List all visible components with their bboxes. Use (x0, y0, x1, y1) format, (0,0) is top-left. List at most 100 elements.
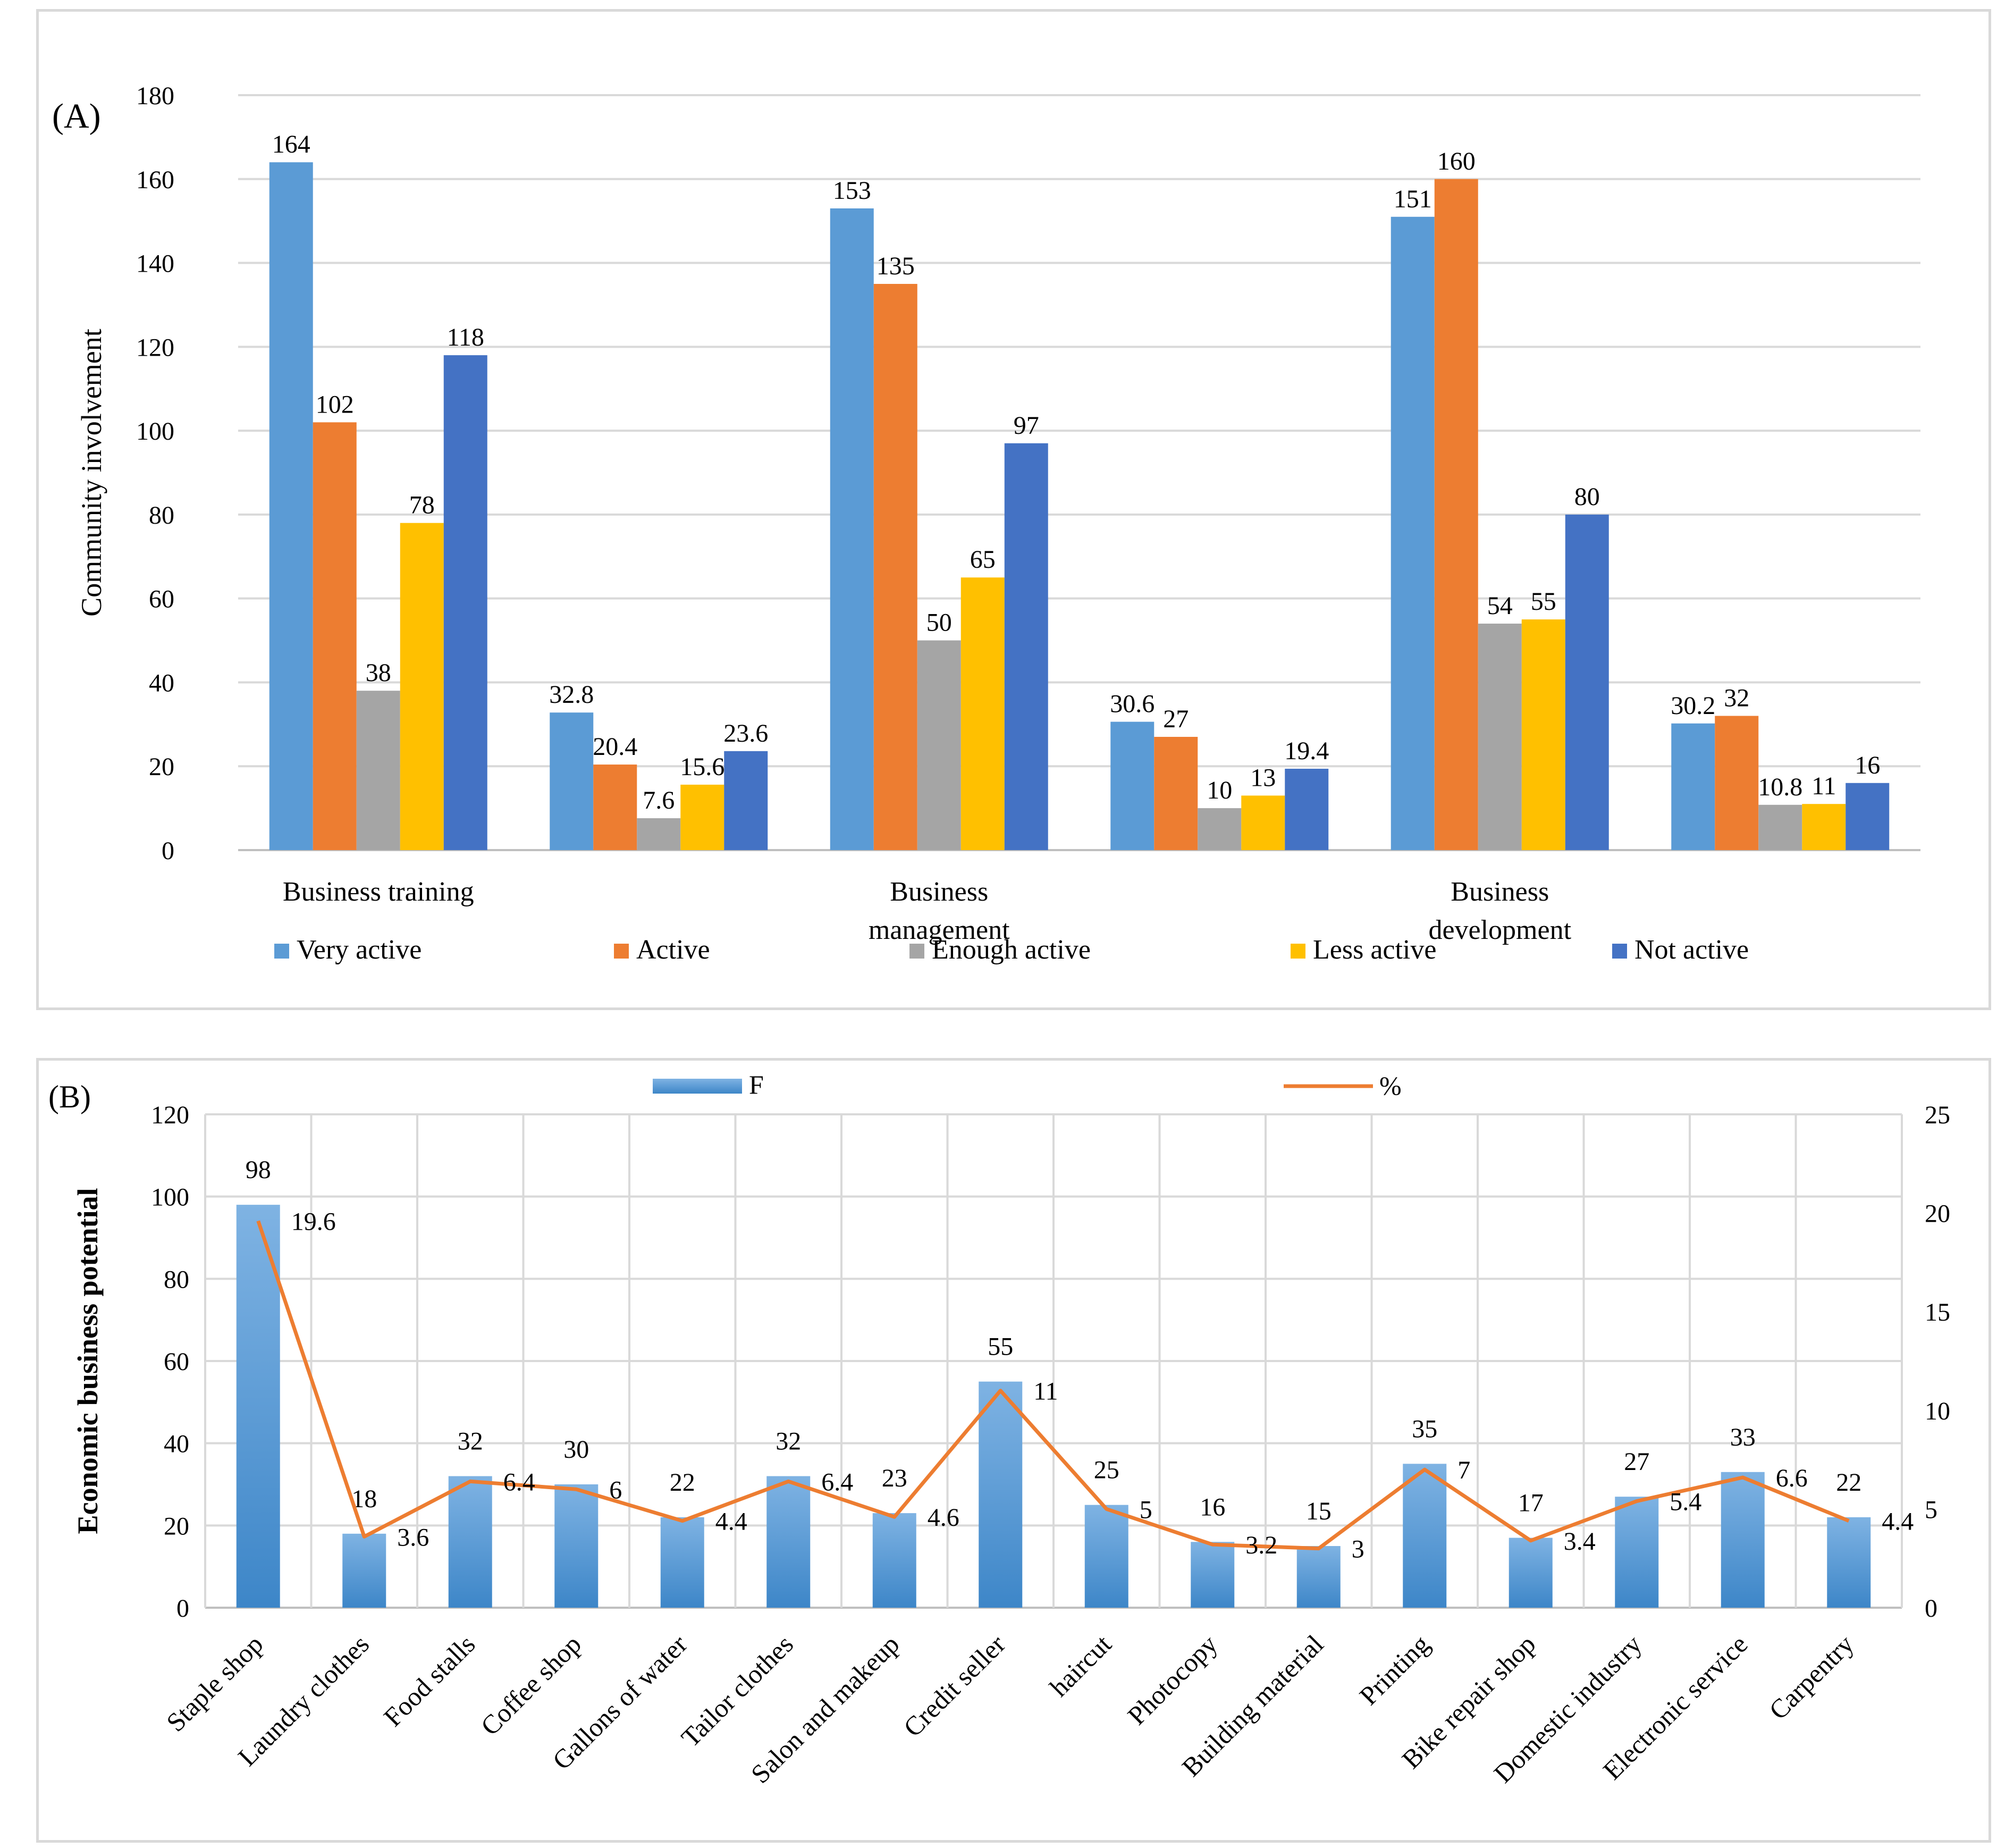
line-data-label: 5.4 (1670, 1488, 1701, 1516)
bar (269, 162, 313, 851)
y2-tick-label: 20 (1925, 1200, 1950, 1228)
line-data-label: 6.4 (821, 1468, 853, 1496)
data-label: 102 (316, 390, 354, 418)
category-label: Business training (283, 877, 474, 907)
data-label: 23.6 (723, 719, 768, 747)
bar (1285, 768, 1329, 850)
data-label: 151 (1394, 185, 1432, 213)
bar-data-label: 17 (1518, 1489, 1544, 1517)
y2-tick-label: 5 (1925, 1496, 1937, 1524)
data-label: 32 (1724, 684, 1749, 712)
bar (448, 1476, 492, 1608)
y2-tick-label: 0 (1925, 1594, 1937, 1623)
data-label: 10 (1207, 776, 1232, 804)
data-label: 54 (1487, 592, 1513, 620)
data-label: 30.6 (1110, 690, 1155, 718)
y-tick-label: 180 (136, 82, 174, 110)
legend-label: Active (636, 935, 710, 965)
line-data-label: 4.4 (1882, 1508, 1914, 1536)
bar (1565, 514, 1609, 850)
chart-a-svg: 0 20 40 60 80 100 120 140 160 180 (A) Community inv… (52, 82, 1920, 965)
bar (1198, 808, 1242, 850)
y-tick-label: 100 (151, 1183, 189, 1212)
line-data-label: 11 (1033, 1377, 1058, 1406)
data-label: 10.8 (1758, 773, 1802, 801)
y-tick-label: 80 (149, 501, 174, 530)
data-label: 153 (833, 177, 871, 205)
line-data-label: 19.6 (291, 1207, 336, 1236)
line-data-label: 6.6 (1776, 1464, 1808, 1492)
data-label: 38 (366, 659, 391, 687)
y-tick-label: 0 (176, 1594, 189, 1623)
y2-tick-label: 15 (1925, 1298, 1950, 1326)
legend-label: % (1379, 1071, 1402, 1101)
bar-data-label: 33 (1730, 1423, 1756, 1451)
chart-panel-b: 0 20 40 60 80 100 120 0 5 10 15 20 25 (B) Economic bus… (36, 1058, 1991, 1843)
category-label: Photocopy (1122, 1629, 1223, 1731)
chart-panel-a: 0 20 40 60 80 100 120 140 160 180 (A) Community inv… (36, 9, 1991, 1010)
bar (1241, 795, 1285, 850)
data-label: 19.4 (1284, 737, 1329, 765)
bar (1827, 1517, 1871, 1608)
bar-data-label: 15 (1306, 1497, 1332, 1525)
legend-swatch (614, 944, 629, 959)
bar-data-label: 23 (882, 1464, 907, 1492)
bar (637, 818, 681, 850)
data-label: 80 (1574, 483, 1600, 511)
line-data-label: 4.4 (715, 1508, 747, 1536)
y-tick-label: 140 (136, 250, 174, 278)
category-label: Coffee shop (475, 1629, 587, 1741)
bar (1391, 216, 1435, 850)
category-label: management (869, 915, 1010, 945)
data-label: 32.8 (549, 681, 594, 709)
bar-data-label: 16 (1200, 1493, 1225, 1521)
data-label: 118 (447, 323, 484, 351)
line-data-label: 5 (1140, 1496, 1152, 1524)
line-data-label: 6.4 (503, 1468, 535, 1496)
line-data-label: 3 (1352, 1535, 1364, 1564)
category-label: Business (1451, 877, 1549, 907)
bar (550, 712, 594, 850)
bar (342, 1533, 386, 1608)
bar-data-label: 25 (1094, 1456, 1119, 1484)
bar (1154, 737, 1198, 850)
legend-label: Less active (1313, 935, 1436, 965)
bar (313, 422, 357, 850)
percent-line (256, 1220, 1850, 1551)
category-label: Business (890, 877, 988, 907)
legend-label: Enough active (932, 935, 1091, 965)
bar (1434, 179, 1478, 850)
bar-data-label: 32 (776, 1427, 801, 1456)
bar (554, 1484, 599, 1608)
bar-data-label: 55 (988, 1333, 1013, 1361)
line-data-label: 3.4 (1564, 1527, 1596, 1556)
y-tick-label: 80 (164, 1265, 189, 1293)
bar (236, 1205, 280, 1608)
line-data-label: 4.6 (928, 1503, 959, 1532)
legend-swatch (653, 1079, 742, 1094)
category-label: Credit seller (898, 1629, 1012, 1743)
bar (1521, 619, 1565, 850)
bar-data-label: 22 (1836, 1468, 1861, 1497)
bar (1296, 1546, 1341, 1608)
bar (1509, 1538, 1553, 1608)
bar (724, 751, 768, 850)
bar (1758, 804, 1802, 850)
bar (1403, 1464, 1447, 1608)
bar (872, 1513, 916, 1608)
bar-data-label: 32 (458, 1427, 483, 1456)
data-label: 30.2 (1671, 692, 1715, 720)
data-label: 13 (1250, 763, 1276, 792)
chart-b-svg: 0 20 40 60 80 100 120 0 5 10 15 20 25 (B) Economic bus… (48, 1070, 1950, 1789)
bar-data-label: 22 (670, 1468, 695, 1497)
data-label: 27 (1163, 705, 1189, 733)
line-data-label: 3.6 (397, 1523, 429, 1551)
data-label: 160 (1437, 147, 1476, 175)
category-label: haircut (1044, 1629, 1117, 1702)
data-label: 16 (1855, 751, 1880, 779)
bar (1802, 804, 1846, 850)
bar (1715, 716, 1759, 850)
data-label: 50 (926, 609, 952, 637)
data-label: 164 (272, 130, 310, 158)
data-label: 78 (409, 491, 435, 519)
